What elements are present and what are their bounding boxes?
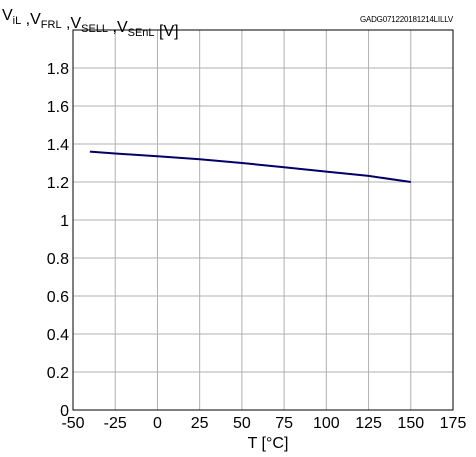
y-tick-label: 1.8: [47, 61, 69, 78]
y-tick-label: 0.8: [47, 251, 69, 268]
series-layer: [89, 150, 411, 183]
plot-frame: [72, 29, 454, 411]
x-tick-label: 175: [440, 415, 467, 432]
x-tick-label: 150: [397, 415, 424, 432]
x-tick-label: 75: [275, 415, 293, 432]
y-axis-label-part: ,V: [108, 19, 128, 36]
x-tick-label: 100: [313, 415, 340, 432]
figure-id: GADG071220181214LILLV: [360, 15, 454, 24]
x-tick-label: -50: [61, 415, 84, 432]
y-tick-label: 1.6: [47, 99, 69, 116]
y-axis-label-subscript: SELL: [81, 23, 108, 35]
y-axis-label: ViL ,VFRL ,VSELL ,VSEnL [V]: [2, 7, 179, 40]
grid: [72, 29, 454, 411]
x-tick-labels: -50 -25 0 25 50 75 100 125 150 175: [61, 415, 466, 432]
y-tick-label: 0.6: [47, 289, 69, 306]
y-tick-label: 0.2: [47, 365, 69, 382]
y-tick-label: 1.4: [47, 137, 69, 154]
x-tick-label: 0: [153, 415, 162, 432]
x-tick-label: 25: [191, 415, 209, 432]
y-tick-label: 0.4: [47, 327, 69, 344]
y-tick-label: 0: [60, 403, 69, 420]
x-tick-label: 50: [233, 415, 251, 432]
y-axis-label-subscript: SEnL: [128, 27, 155, 39]
x-axis-label: T [°C]: [248, 435, 289, 452]
y-axis-label-part: ,V: [21, 11, 41, 28]
x-tick-label: -25: [104, 415, 127, 432]
series-line: [89, 150, 411, 183]
y-tick-labels: 0 0.2 0.4 0.6 0.8 1 1.2 1.4 1.6 1.8: [47, 61, 69, 420]
y-axis-label-part: V: [2, 7, 13, 24]
y-axis-label-subscript: iL: [13, 15, 22, 27]
y-tick-label: 1: [60, 213, 69, 230]
y-axis-label-part: ,V: [62, 15, 82, 32]
y-tick-label: 1.2: [47, 175, 69, 192]
y-axis-label-part: [V]: [155, 23, 179, 40]
y-axis-label-subscript: FRL: [41, 19, 62, 31]
x-tick-label: 125: [355, 415, 382, 432]
